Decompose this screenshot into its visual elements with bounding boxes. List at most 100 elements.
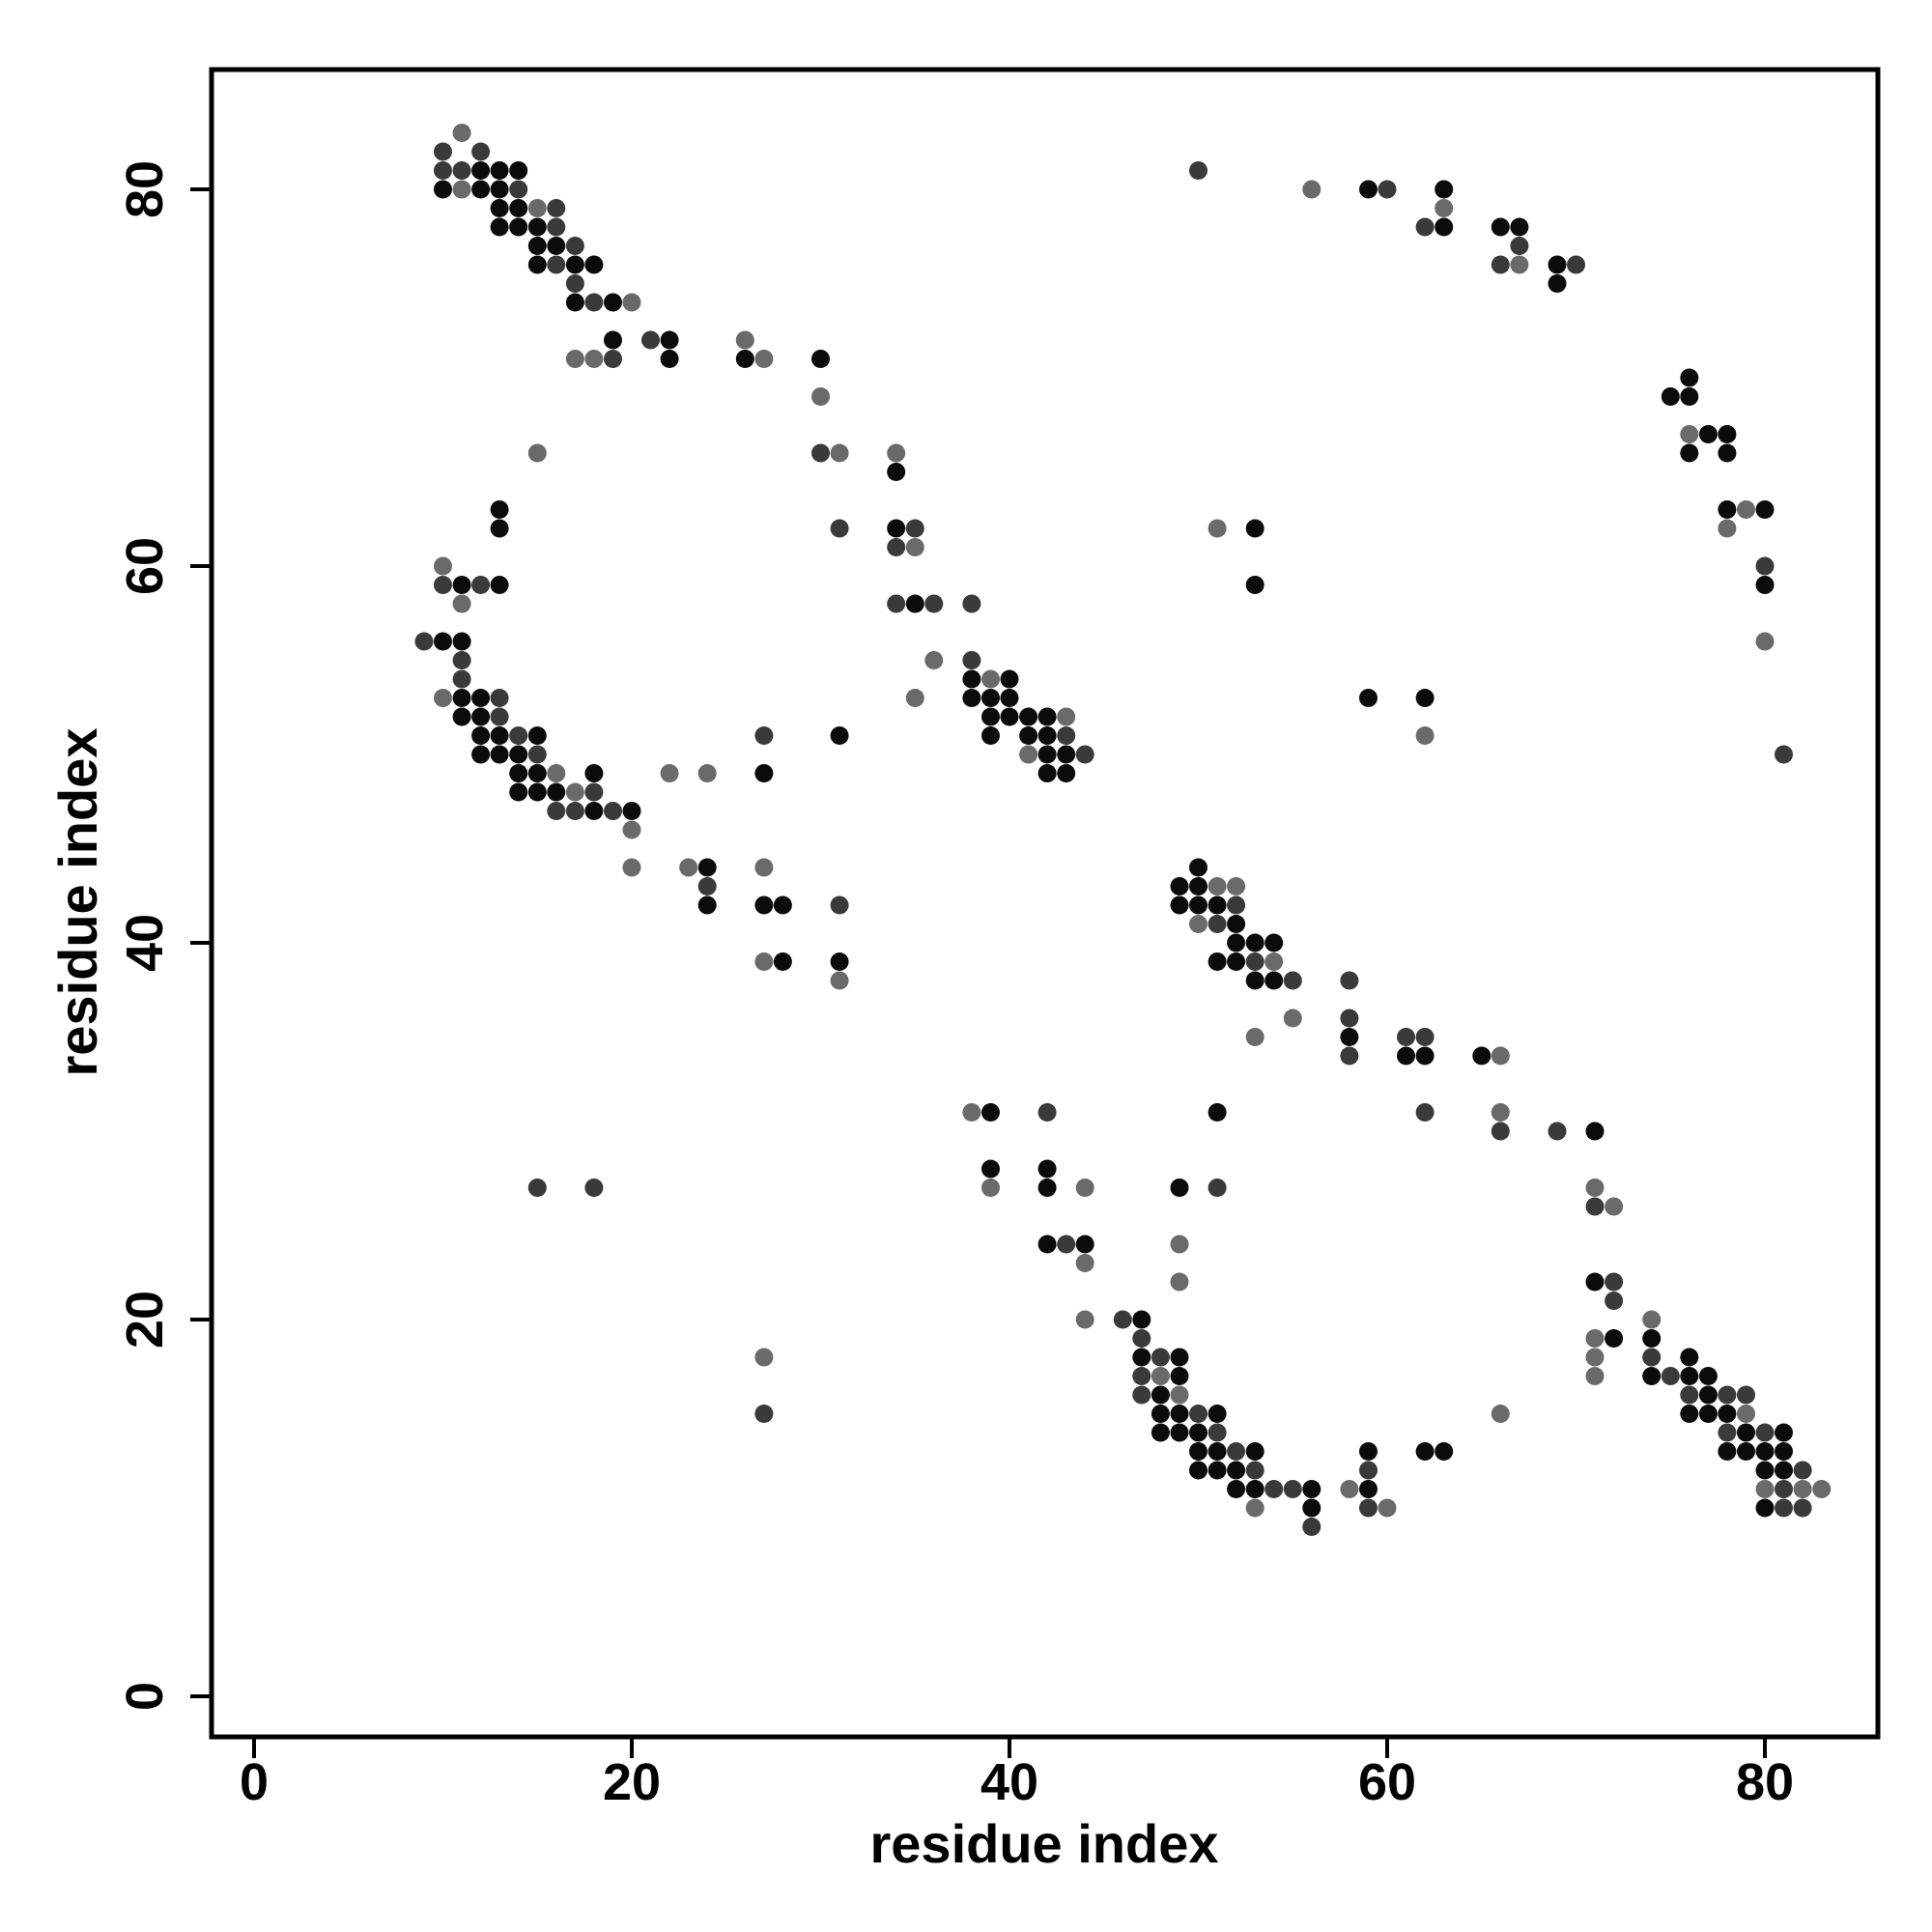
- x-tick-label: 60: [1358, 1753, 1416, 1811]
- data-point: [924, 651, 944, 669]
- data-point: [1491, 217, 1510, 237]
- data-point: [641, 330, 660, 350]
- data-point: [887, 463, 906, 481]
- data-point: [1189, 1423, 1208, 1442]
- data-point: [527, 745, 547, 764]
- x-tick-label: 20: [603, 1753, 661, 1811]
- data-point: [1057, 1235, 1076, 1254]
- data-point: [1642, 1348, 1662, 1367]
- data-point: [1208, 1461, 1227, 1480]
- data-point: [1019, 726, 1038, 745]
- data-point: [1510, 237, 1529, 255]
- data-point: [1718, 1423, 1737, 1442]
- data-point: [905, 538, 924, 556]
- data-point: [1642, 1310, 1662, 1329]
- data-point: [490, 689, 509, 707]
- data-point: [1491, 1405, 1510, 1423]
- y-tick-label: 60: [116, 537, 174, 595]
- data-point: [490, 726, 509, 745]
- data-point: [981, 1103, 1000, 1122]
- y-tick-label: 80: [116, 160, 174, 218]
- data-point: [887, 443, 906, 463]
- data-point: [1340, 1028, 1359, 1046]
- data-point: [1755, 576, 1775, 594]
- data-point: [1264, 952, 1284, 971]
- data-point: [1605, 1272, 1624, 1292]
- data-point: [754, 1405, 774, 1423]
- data-point: [773, 952, 792, 971]
- data-point: [830, 952, 849, 971]
- data-point: [490, 161, 509, 180]
- data-point: [547, 255, 566, 274]
- data-point: [527, 764, 547, 782]
- data-point: [490, 500, 509, 519]
- data-point: [1605, 1329, 1624, 1348]
- data-point: [1340, 1480, 1359, 1498]
- data-point: [1037, 1179, 1057, 1197]
- data-point: [1227, 915, 1246, 933]
- data-point: [697, 877, 717, 895]
- data-point: [1755, 1442, 1775, 1461]
- data-point: [1227, 895, 1246, 915]
- data-point: [1698, 1367, 1718, 1385]
- data-point: [1302, 1480, 1321, 1498]
- data-point: [1793, 1480, 1812, 1498]
- data-point: [584, 802, 604, 820]
- data-point: [490, 745, 509, 764]
- data-point: [1132, 1385, 1151, 1405]
- data-point: [1132, 1367, 1151, 1385]
- data-point: [1189, 1405, 1208, 1423]
- data-point: [565, 274, 584, 293]
- data-point: [1548, 274, 1567, 293]
- data-point: [1359, 689, 1378, 707]
- data-point: [1585, 1122, 1605, 1141]
- data-point: [697, 858, 717, 877]
- data-point: [1340, 1009, 1359, 1028]
- data-point: [452, 707, 471, 726]
- data-point: [1775, 1423, 1793, 1442]
- data-point: [1415, 217, 1435, 237]
- data-point: [434, 161, 452, 180]
- data-point: [1359, 1461, 1378, 1480]
- data-point: [1585, 1348, 1605, 1367]
- data-point: [604, 350, 622, 368]
- data-point: [962, 594, 981, 613]
- data-point: [1227, 1461, 1246, 1480]
- data-point: [1510, 255, 1529, 274]
- data-point: [1227, 952, 1246, 971]
- data-point: [1415, 1028, 1435, 1046]
- y-axis: 0 20 40 60 80: [116, 160, 212, 1711]
- x-axis-label: residue index: [869, 1813, 1218, 1874]
- data-point: [452, 180, 471, 199]
- data-point: [1037, 1159, 1057, 1179]
- data-point: [1057, 726, 1076, 745]
- data-point: [1170, 1179, 1189, 1197]
- data-point: [981, 1159, 1000, 1179]
- data-point: [1000, 707, 1019, 726]
- data-point: [1208, 877, 1227, 895]
- data-point: [981, 1179, 1000, 1197]
- data-point: [735, 330, 754, 350]
- data-point: [887, 519, 906, 538]
- data-point: [830, 971, 849, 990]
- data-point: [1585, 1329, 1605, 1348]
- x-tick-label: 0: [240, 1753, 269, 1811]
- data-point: [509, 180, 528, 199]
- data-point: [924, 594, 944, 613]
- data-point: [527, 782, 547, 802]
- data-point: [1170, 1385, 1189, 1405]
- data-point: [434, 142, 452, 161]
- data-point: [1397, 1046, 1415, 1065]
- data-point: [1359, 1480, 1378, 1498]
- data-point: [434, 576, 452, 594]
- data-point: [547, 802, 566, 820]
- data-point: [1415, 1442, 1435, 1461]
- data-point: [1189, 161, 1208, 180]
- data-point: [1435, 217, 1454, 237]
- data-point: [490, 576, 509, 594]
- data-point: [452, 632, 471, 651]
- data-point: [1737, 1405, 1755, 1423]
- data-point: [1680, 1405, 1699, 1423]
- data-point: [547, 782, 566, 802]
- data-point: [754, 726, 774, 745]
